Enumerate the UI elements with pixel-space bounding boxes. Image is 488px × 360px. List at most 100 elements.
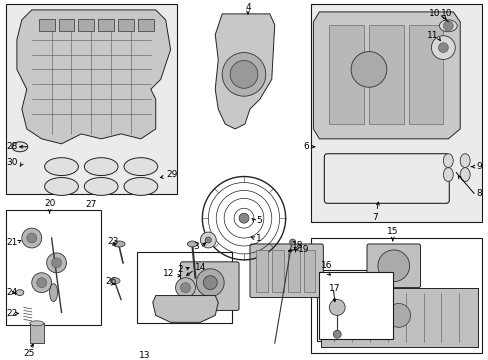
Bar [311,4,481,222]
Circle shape [52,258,61,268]
Text: 6: 6 [303,142,309,151]
Text: 5: 5 [255,216,261,225]
Polygon shape [321,288,477,347]
Text: 21: 21 [6,238,17,247]
FancyBboxPatch shape [249,244,323,297]
Text: 11: 11 [426,31,437,40]
Circle shape [222,53,265,96]
Bar [137,252,232,323]
Ellipse shape [84,158,118,176]
Text: 19: 19 [297,246,308,255]
Circle shape [22,228,41,248]
Text: 4: 4 [244,4,250,13]
Text: 2: 2 [177,265,182,274]
Circle shape [32,273,52,293]
Text: 10: 10 [427,9,439,18]
Bar [408,25,443,124]
Polygon shape [215,14,274,129]
Bar [255,250,267,292]
Polygon shape [17,10,170,144]
Text: 9: 9 [475,162,481,171]
Text: 10: 10 [441,9,452,18]
Bar [271,250,283,292]
Text: 16: 16 [321,261,332,270]
Circle shape [443,21,452,31]
Ellipse shape [16,289,24,296]
Circle shape [333,330,341,338]
Circle shape [289,239,295,245]
Circle shape [430,36,454,59]
Ellipse shape [439,20,456,32]
Bar [30,323,43,343]
Ellipse shape [459,168,469,181]
FancyBboxPatch shape [180,262,239,310]
Circle shape [27,233,37,243]
Text: 29: 29 [166,170,178,179]
Ellipse shape [44,177,78,195]
Text: 26: 26 [105,277,116,286]
Text: 23: 23 [107,238,118,247]
Ellipse shape [124,177,158,195]
Bar [319,272,392,339]
Bar [328,25,363,124]
Bar [6,210,101,325]
Bar [118,19,134,31]
Text: 14: 14 [195,263,206,272]
Ellipse shape [12,142,28,152]
Polygon shape [313,12,459,139]
Circle shape [37,278,46,288]
Circle shape [196,269,224,297]
Ellipse shape [110,278,120,284]
FancyBboxPatch shape [366,244,420,288]
Circle shape [203,276,217,289]
Text: 1: 1 [255,234,261,243]
Circle shape [438,42,447,53]
Text: 7: 7 [371,213,377,222]
Circle shape [328,300,345,315]
Circle shape [175,278,195,297]
Bar [368,25,403,124]
Bar [287,250,299,292]
Ellipse shape [443,168,452,181]
Text: 15: 15 [386,227,398,236]
Circle shape [205,237,211,243]
Bar [311,238,481,353]
Bar [59,19,74,31]
Text: 22: 22 [6,309,17,318]
Ellipse shape [443,154,452,168]
Text: 13: 13 [139,351,150,360]
Circle shape [46,253,66,273]
Text: 17: 17 [328,284,340,293]
Circle shape [386,303,410,327]
Bar [138,19,153,31]
Bar [98,19,114,31]
Ellipse shape [113,241,125,247]
Text: 30: 30 [6,158,18,167]
Text: 20: 20 [44,199,55,208]
Text: 8: 8 [475,189,481,198]
Circle shape [377,250,409,282]
Text: 3: 3 [193,242,199,251]
Bar [6,4,176,194]
Bar [303,250,315,292]
Circle shape [350,51,386,87]
Text: 27: 27 [85,200,97,209]
Bar [317,270,392,341]
Text: 25: 25 [24,348,35,357]
Bar [78,19,94,31]
Ellipse shape [124,158,158,176]
Circle shape [230,60,257,88]
Text: 24: 24 [6,288,17,297]
Ellipse shape [49,284,58,302]
Text: 28: 28 [6,142,17,151]
Text: 12: 12 [163,269,174,278]
Circle shape [180,283,190,293]
Ellipse shape [44,158,78,176]
Ellipse shape [459,154,469,168]
Polygon shape [152,296,218,322]
Circle shape [200,232,216,248]
Bar [39,19,55,31]
Ellipse shape [30,321,43,326]
Circle shape [239,213,248,223]
Text: 18: 18 [291,242,303,251]
